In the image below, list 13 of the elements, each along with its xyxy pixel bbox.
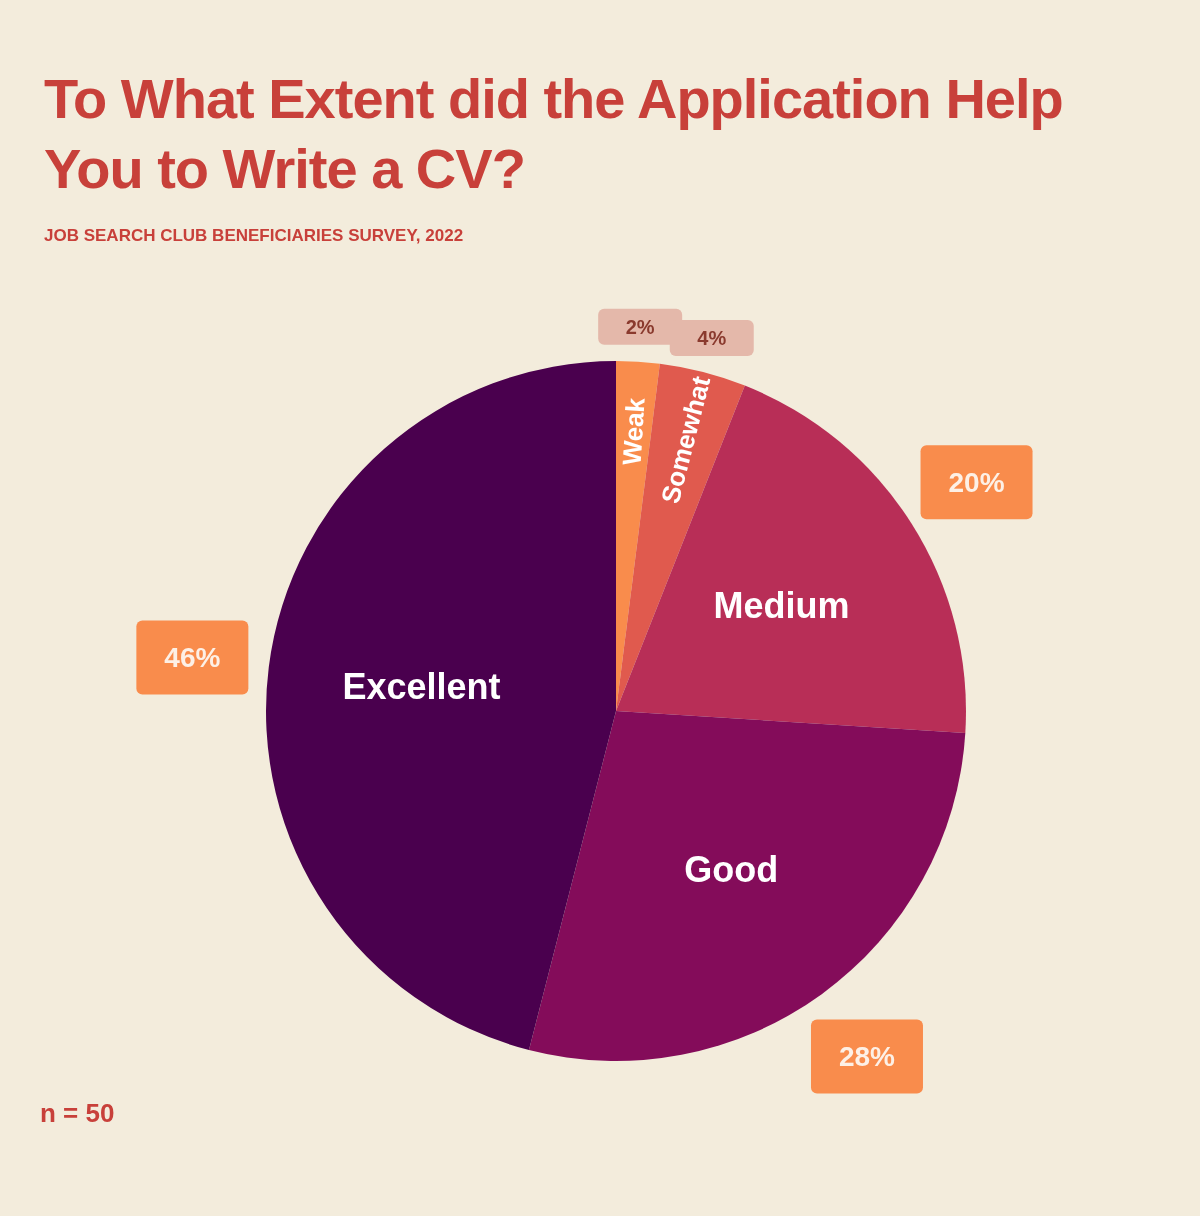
data-label: 28% — [838, 1040, 896, 1072]
data-label: 4% — [697, 327, 727, 350]
chart-subtitle: JOB SEARCH CLUB BENEFICIARIES SURVEY, 2022 — [44, 226, 464, 246]
data-label: 46% — [164, 641, 221, 673]
chart-title: To What Extent did the Application Help You to Write a CV? — [44, 66, 1064, 202]
slice-label: Medium — [713, 585, 850, 627]
slice-label: Good — [684, 849, 779, 891]
data-label: 20% — [948, 466, 1005, 498]
pie-slice — [266, 361, 616, 1050]
slice-label: Weak — [616, 396, 651, 467]
text: n = 50 — [40, 1098, 115, 1129]
data-label: 2% — [625, 315, 655, 338]
slice-label: Excellent — [342, 665, 501, 707]
